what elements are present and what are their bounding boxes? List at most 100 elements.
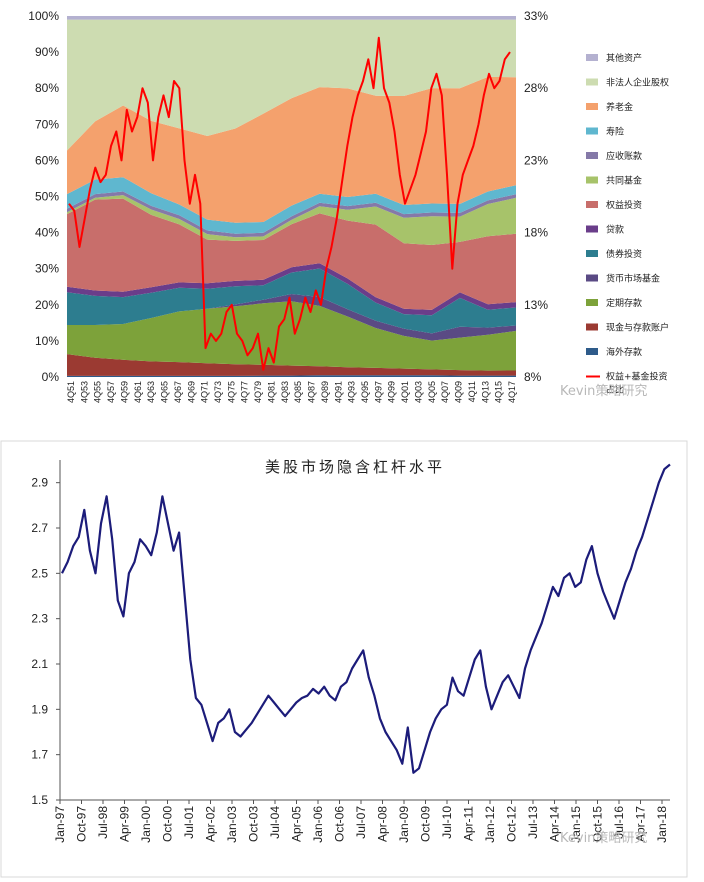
bottom-chart-frame [0, 440, 688, 878]
top-left-y-tick: 70% [35, 117, 59, 131]
legend-label: 寿险 [606, 126, 624, 138]
top-left-y-tick: 40% [35, 226, 59, 240]
legend-label: 海外存款 [606, 346, 642, 358]
legend-label: 贷款 [606, 224, 624, 236]
legend-label: 其他资产 [606, 52, 642, 64]
top-x-tick: 4Q53 [79, 381, 89, 403]
legend-label: 定期存款 [606, 297, 642, 309]
bottom-x-tick: Apr-14 [548, 806, 562, 842]
legend-swatch [586, 250, 598, 257]
top-x-tick: 4Q77 [240, 381, 250, 403]
bottom-x-tick: Jul-13 [526, 806, 540, 839]
legend-swatch [586, 176, 598, 184]
top-right-y-tick: 33% [524, 9, 548, 23]
watermark-bottom: Kevin策略研究 [560, 830, 647, 846]
legend-label: 权益投资 [606, 199, 642, 211]
top-right-y-tick: 8% [524, 370, 542, 384]
bottom-x-tick: Jan-15 [569, 806, 583, 843]
top-left-y-tick: 80% [35, 81, 59, 95]
top-x-tick: 4Q65 [160, 381, 170, 403]
bottom-x-tick: Apr-11 [462, 806, 476, 841]
bottom-y-tick: 2.7 [31, 521, 48, 535]
legend-swatch [586, 127, 598, 135]
bottom-x-tick: Jan-09 [397, 806, 411, 843]
top-x-tick: 4Q51 [66, 381, 76, 403]
bottom-x-tick: Jan-18 [655, 806, 669, 843]
top-x-tick: 4Q69 [186, 381, 196, 403]
top-left-y-tick: 0% [42, 370, 60, 384]
area-layer-9 [67, 177, 516, 234]
top-x-tick: 4Q67 [173, 381, 183, 403]
bottom-x-tick: Oct-15 [591, 806, 605, 842]
legend-swatch [586, 225, 598, 233]
top-x-tick: 4Q73 [213, 381, 223, 403]
legend-label: 共同基金 [606, 175, 642, 187]
leverage-line [61, 463, 671, 774]
bottom-chart-title: 美股市场隐含杠杆水平 [265, 458, 445, 476]
bottom-y-tick: 1.7 [31, 748, 48, 762]
top-x-tick: 4Q01 [400, 381, 410, 403]
bottom-x-tick: Apr-17 [634, 806, 648, 842]
bottom-y-tick: 2.3 [31, 612, 48, 626]
top-x-axis: 4Q51 4Q53 4Q55 4Q57 4Q59 4Q61 4Q63 4Q65 4Q67 4Q69… [66, 381, 517, 403]
bottom-x-tick: Jan-97 [53, 806, 67, 843]
top-x-tick: 4Q79 [253, 381, 263, 403]
top-right-y-tick: 18% [524, 226, 548, 240]
top-x-tick: 4Q15 [494, 381, 504, 403]
watermark-top: Kevin策略研究 [560, 383, 647, 399]
top-area-layers [67, 16, 516, 377]
bottom-x-tick: Jan-00 [139, 806, 153, 843]
top-x-tick: 4Q17 [507, 381, 517, 403]
bottom-x-tick: Jul-10 [440, 806, 454, 839]
area-layer-10 [67, 76, 516, 223]
legend-swatch [586, 152, 598, 159]
top-right-y-axis: 8% 13% 18% 23% 28% 33% [524, 9, 548, 384]
top-x-tick: 4Q63 [146, 381, 156, 403]
bottom-x-tick: Jan-03 [225, 806, 239, 843]
legend-swatch [586, 274, 598, 282]
top-x-tick: 4Q13 [480, 381, 490, 403]
top-right-y-tick: 23% [524, 153, 548, 167]
legend-swatch [586, 78, 598, 86]
top-x-tick: 4Q05 [427, 381, 437, 403]
top-x-tick: 4Q57 [106, 381, 116, 403]
top-x-tick: 4Q11 [467, 381, 477, 402]
legend-swatch [586, 323, 598, 331]
bottom-x-tick: Oct-97 [75, 806, 89, 842]
bottom-x-tick: Oct-09 [419, 806, 433, 842]
top-x-tick: 4Q93 [347, 381, 357, 403]
top-right-y-tick: 28% [524, 81, 548, 95]
area-layer-11 [67, 19, 516, 151]
legend-label: 应收账款 [606, 150, 642, 162]
bottom-y-axis: 1.5 1.7 1.9 2.1 2.3 2.5 2.7 2.9 [31, 460, 670, 807]
bottom-series [61, 463, 671, 774]
bottom-line-chart: 美股市场隐含杠杆水平 1.5 1.7 1.9 2.1 2.3 2.5 2.7 2.9 Jan-… [0, 440, 688, 878]
top-x-tick: 4Q81 [267, 381, 277, 403]
top-x-tick: 4Q89 [320, 381, 330, 403]
bottom-x-tick: Apr-99 [118, 806, 132, 842]
area-layer-6 [67, 198, 516, 310]
area-layer-7 [67, 195, 516, 245]
top-stacked-area-chart: 0% 10% 20% 30% 40% 50% 60% 70% 80% 90% 100% 8% 13% 1… [28, 9, 669, 403]
top-x-tick: 4Q95 [360, 381, 370, 403]
area-layer-8 [67, 191, 516, 238]
top-legend: 其他资产非法人企业股权养老金寿险应收账款共同基金权益投资贷款债券投资货币市场基金… [586, 52, 669, 396]
bottom-x-tick: Jul-04 [268, 806, 282, 839]
legend-label: 现金与存款账户 [606, 322, 669, 334]
area-layer-5 [67, 263, 516, 316]
top-x-tick: 4Q75 [226, 381, 236, 403]
top-x-tick: 4Q07 [440, 381, 450, 403]
bottom-x-tick: Jan-12 [483, 806, 497, 843]
legend-label: 货币市场基金 [606, 273, 660, 285]
top-left-y-tick: 50% [35, 190, 59, 204]
bottom-x-tick: Oct-06 [333, 806, 347, 842]
bottom-x-tick: Apr-02 [204, 806, 218, 842]
bottom-x-tick: Apr-05 [290, 806, 304, 842]
area-layer-12 [67, 16, 516, 20]
top-left-y-tick: 30% [35, 262, 59, 276]
bottom-y-tick: 2.9 [31, 476, 48, 490]
bottom-x-tick: Jan-06 [311, 806, 325, 843]
top-x-tick: 4Q61 [133, 381, 143, 403]
top-x-tick: 4Q83 [280, 381, 290, 403]
bottom-x-tick: Jul-07 [354, 806, 368, 839]
